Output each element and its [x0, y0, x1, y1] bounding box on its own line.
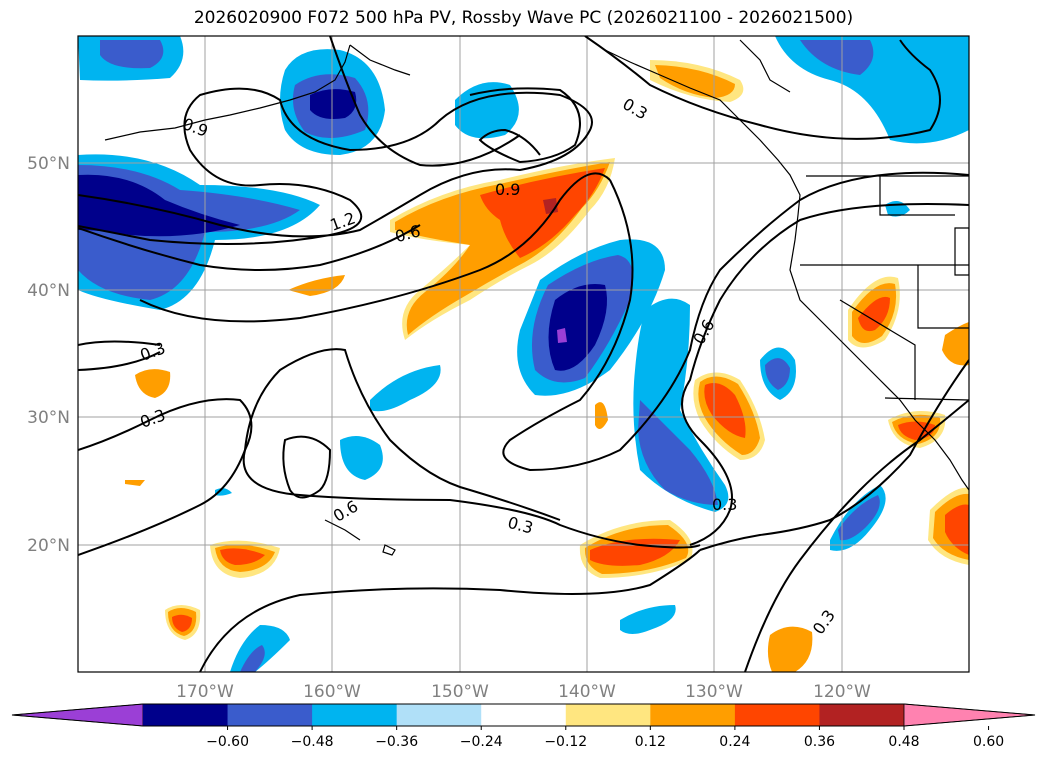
colorbar-segment — [396, 704, 482, 726]
colorbar-segment — [565, 704, 651, 726]
colorbar-tick-label: 0.48 — [888, 734, 919, 750]
colorbar-extend-min — [11, 703, 144, 727]
map-title: 2026020900 F072 500 hPa PV, Rossby Wave … — [193, 8, 854, 28]
longitude-labels: 170°W 160°W 150°W 140°W 130°W 120°W — [176, 682, 871, 702]
colorbar-frame — [11, 703, 1036, 727]
colorbar-tick-label: 0.24 — [719, 734, 750, 750]
lon-label: 130°W — [685, 682, 743, 702]
lat-label: 20°N — [27, 536, 70, 556]
colorbar-segment — [227, 704, 313, 726]
lat-label: 30°N — [27, 408, 70, 428]
colorbar-tick-label: −0.24 — [460, 734, 503, 750]
shaded-field — [78, 36, 969, 672]
colorbar-segment — [312, 704, 398, 726]
colorbar-tick-label: 0.36 — [804, 734, 835, 750]
colorbar-segment — [734, 704, 820, 726]
latitude-labels: 50°N 40°N 30°N 20°N — [27, 154, 70, 556]
lon-label: 150°W — [431, 682, 489, 702]
colorbar-tick-label: −0.60 — [206, 734, 249, 750]
colorbar-tick-label: −0.36 — [375, 734, 418, 750]
colorbar-tick-label: 0.60 — [973, 734, 1004, 750]
lon-label: 120°W — [813, 682, 871, 702]
lon-label: 140°W — [558, 682, 616, 702]
lon-label: 170°W — [176, 682, 234, 702]
contour-label: 0.9 — [495, 180, 520, 199]
contour-label: 0.3 — [712, 495, 737, 514]
contours — [78, 36, 969, 672]
contour-labels: 0.9 1.2 0.6 0.9 0.3 0.3 0.3 0.6 0.6 0.3 … — [138, 94, 840, 638]
lat-label: 50°N — [27, 154, 70, 174]
coastlines — [104, 36, 969, 556]
colorbar-tick-label: 0.12 — [635, 734, 666, 750]
lon-label: 160°W — [303, 682, 361, 702]
gridlines — [78, 36, 969, 672]
colorbar-segment — [481, 704, 567, 726]
lat-label: 40°N — [27, 281, 70, 301]
colorbar-extend-max — [903, 703, 1036, 727]
colorbar-segment — [819, 704, 905, 726]
map-frame — [77, 35, 970, 673]
colorbar-tick-label: −0.48 — [291, 734, 334, 750]
colorbar: −0.60 −0.48 −0.36 −0.24 −0.12 0.12 0.24 0.36 0.4… — [11, 703, 1036, 750]
colorbar-segment — [143, 704, 229, 726]
colorbar-segment — [650, 704, 736, 726]
colorbar-tick-label: −0.12 — [544, 734, 587, 750]
